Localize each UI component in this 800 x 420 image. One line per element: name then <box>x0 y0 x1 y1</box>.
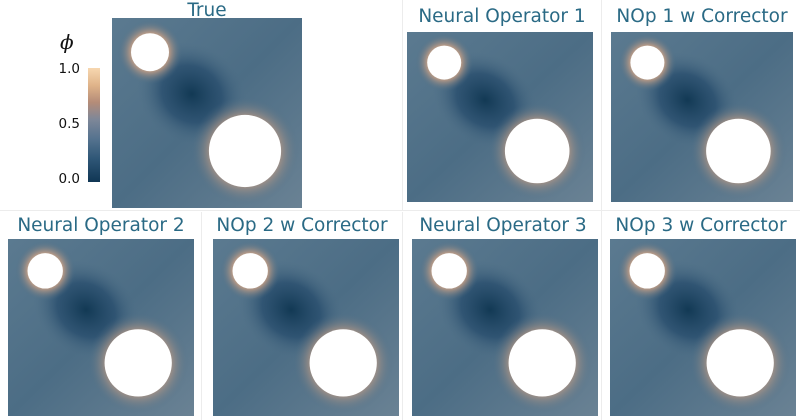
panel-neural-operator-1: Neural Operator 1 <box>407 6 597 206</box>
field-plot <box>407 32 593 202</box>
panel-title: Neural Operator 1 <box>418 6 586 27</box>
obstacle-small <box>232 253 268 289</box>
panel-title: NOp 1 w Corrector <box>616 6 788 27</box>
obstacle-small <box>27 253 63 289</box>
field-plot <box>213 239 399 416</box>
colorbar: ϕ 1.0 0.5 0.0 <box>0 0 110 200</box>
obstacle-small <box>131 33 169 72</box>
colorbar-tick-min: 0.0 <box>58 171 80 187</box>
obstacle-large <box>309 329 377 397</box>
colorbar-gradient <box>88 68 100 182</box>
obstacle-small <box>630 45 665 80</box>
colorbar-tick-max: 1.0 <box>58 61 80 77</box>
field-plot <box>112 18 302 208</box>
field-plot <box>412 239 598 416</box>
obstacle-large <box>706 329 774 397</box>
obstacle-small <box>629 253 665 289</box>
panel-nop-3-corrector: NOp 3 w Corrector <box>604 213 798 418</box>
panel-title: Neural Operator 3 <box>419 215 587 236</box>
panel-nop-1-corrector: NOp 1 w Corrector <box>607 6 797 206</box>
field-plot <box>611 32 793 202</box>
panel-title: NOp 2 w Corrector <box>216 215 388 236</box>
field-plot <box>610 239 796 416</box>
colorbar-symbol: ϕ <box>60 30 74 54</box>
obstacle-small <box>427 45 462 80</box>
panel-title: Neural Operator 2 <box>17 215 185 236</box>
panel-true: True <box>112 0 302 210</box>
field-plot <box>8 239 194 416</box>
panel-neural-operator-3: Neural Operator 3 <box>406 213 600 418</box>
obstacle-large <box>508 329 576 397</box>
panel-title: NOp 3 w Corrector <box>615 215 787 236</box>
panel-title: True <box>187 0 227 21</box>
colorbar-tick-mid: 0.5 <box>58 116 80 132</box>
obstacle-large <box>706 118 771 184</box>
obstacle-large <box>504 118 570 184</box>
obstacle-large <box>208 114 282 188</box>
obstacle-small <box>431 253 467 289</box>
obstacle-large <box>104 329 172 397</box>
panel-nop-2-corrector: NOp 2 w Corrector <box>205 213 399 418</box>
panel-neural-operator-2: Neural Operator 2 <box>4 213 198 418</box>
